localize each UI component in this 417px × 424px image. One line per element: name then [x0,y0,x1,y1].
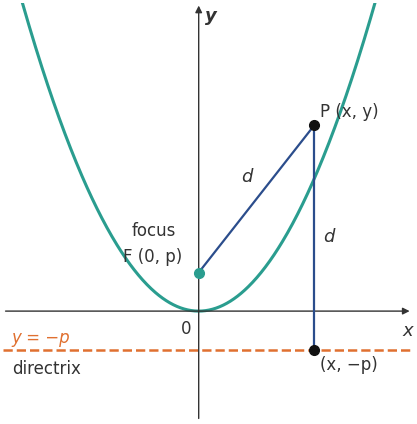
Text: focus: focus [132,221,176,240]
Text: F (0, p): F (0, p) [123,248,183,266]
Text: 0: 0 [181,320,191,338]
Text: directrix: directrix [12,360,80,378]
Text: P (x, y): P (x, y) [320,103,379,120]
Text: y: y [205,7,217,25]
Text: d: d [323,229,335,246]
Text: (x, −p): (x, −p) [320,356,377,374]
Text: y = −p: y = −p [12,329,70,347]
Text: d: d [241,167,252,186]
Text: x: x [403,322,413,340]
